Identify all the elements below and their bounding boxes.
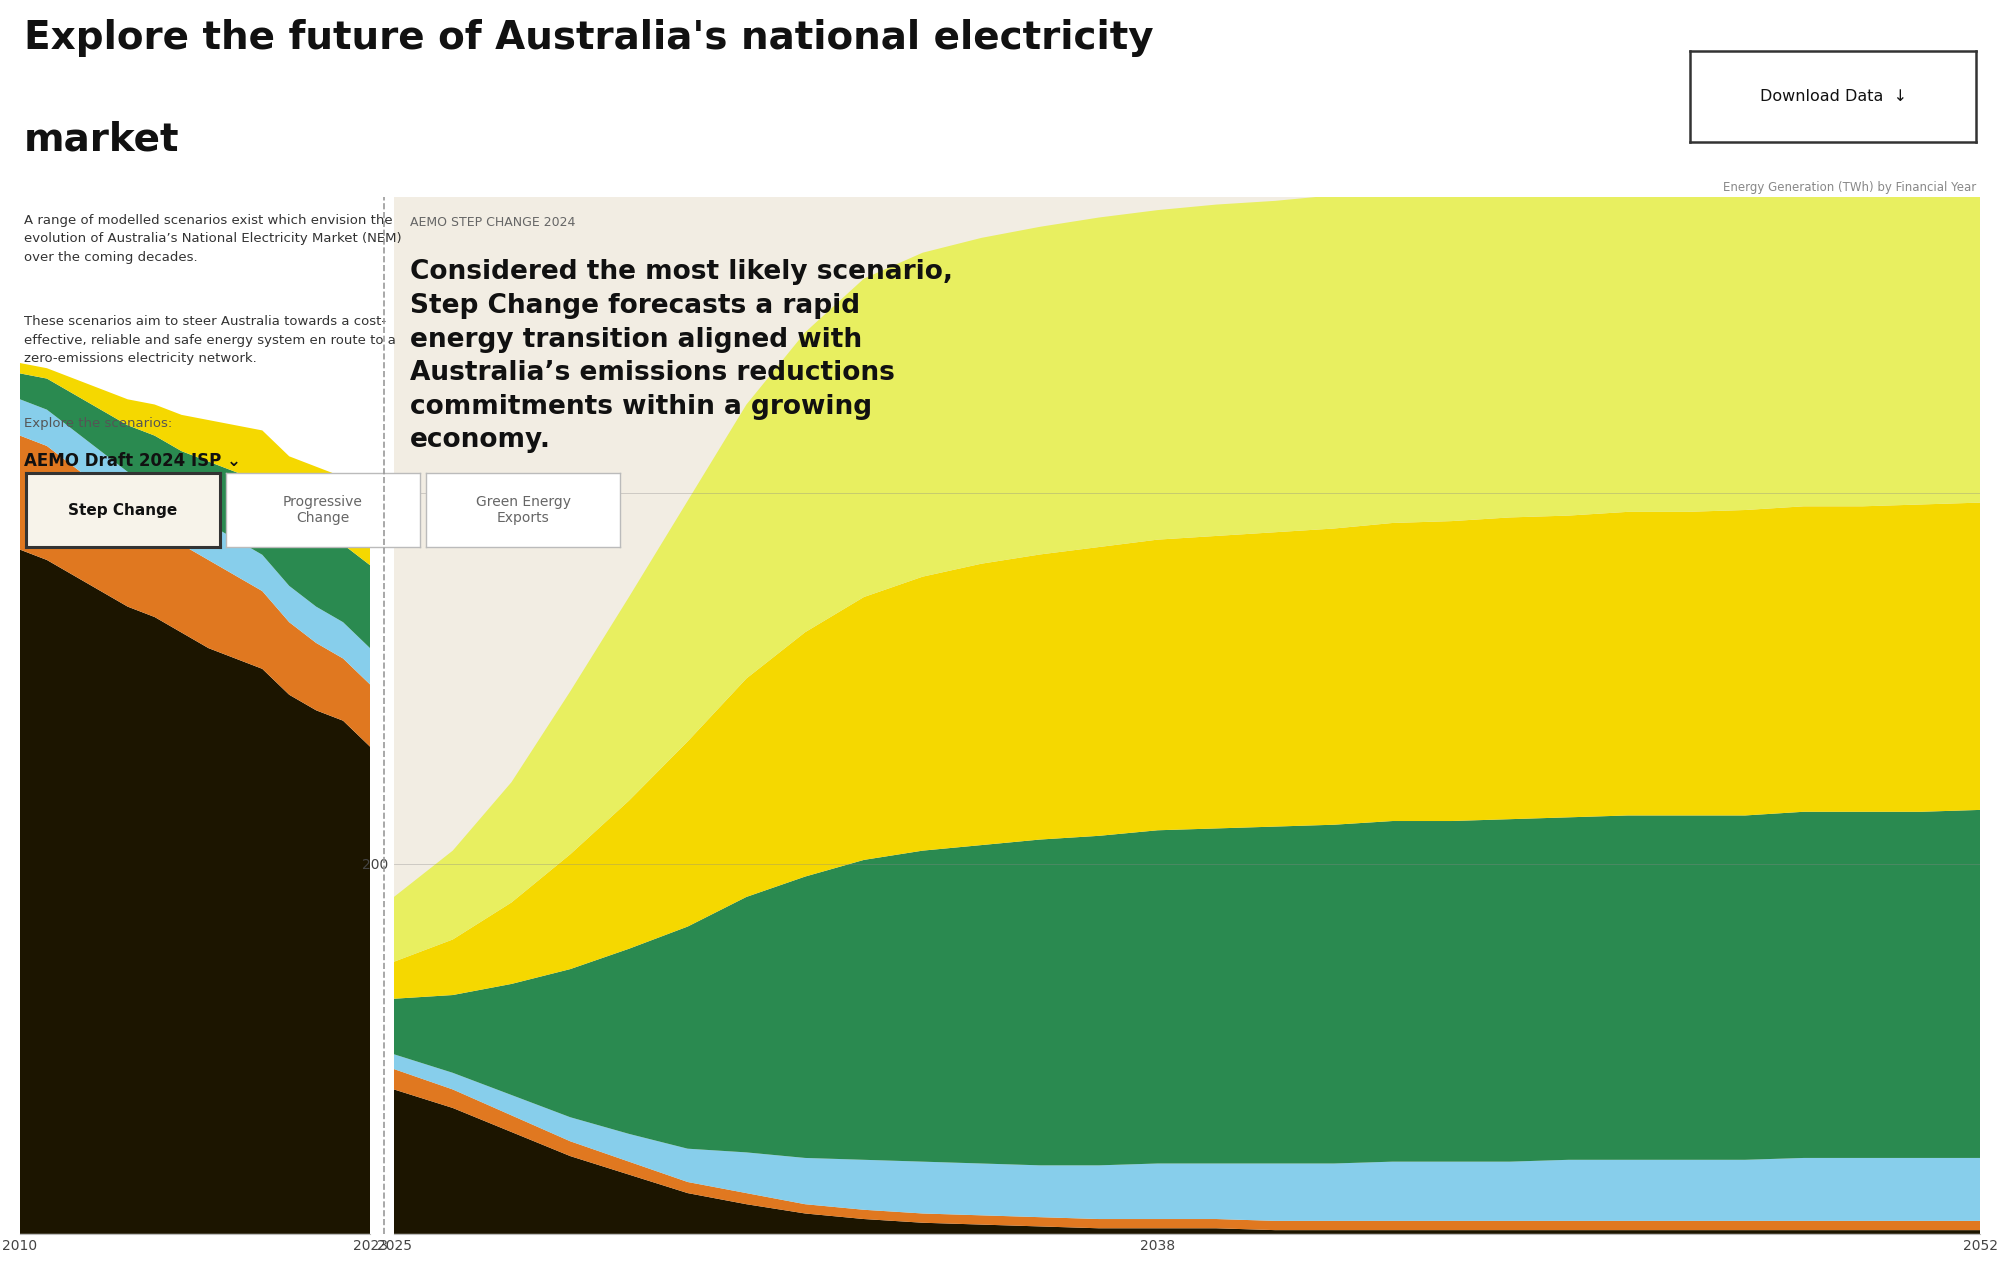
Text: AEMO STEP CHANGE 2024: AEMO STEP CHANGE 2024 (410, 216, 576, 229)
Text: Energy Generation (TWh) by Financial Year: Energy Generation (TWh) by Financial Yea… (1722, 181, 1976, 193)
Text: A range of modelled scenarios exist which envision the
evolution of Australia’s : A range of modelled scenarios exist whic… (24, 214, 402, 263)
Text: These scenarios aim to steer Australia towards a cost-
effective, reliable and s: These scenarios aim to steer Australia t… (24, 315, 396, 365)
Text: Explore the future of Australia's national electricity: Explore the future of Australia's nation… (24, 19, 1154, 57)
Text: Explore the scenarios:: Explore the scenarios: (24, 417, 172, 430)
Text: market: market (24, 121, 180, 159)
Text: Step Change: Step Change (68, 502, 178, 518)
Text: Download Data  ↓: Download Data ↓ (1760, 89, 1906, 104)
Text: Green Energy
Exports: Green Energy Exports (476, 495, 570, 525)
Text: AEMO Draft 2024 ISP ⌄: AEMO Draft 2024 ISP ⌄ (24, 452, 240, 469)
Text: Progressive
Change: Progressive Change (284, 495, 362, 525)
Text: Considered the most likely scenario,
Step Change forecasts a rapid
energy transi: Considered the most likely scenario, Ste… (410, 259, 954, 454)
